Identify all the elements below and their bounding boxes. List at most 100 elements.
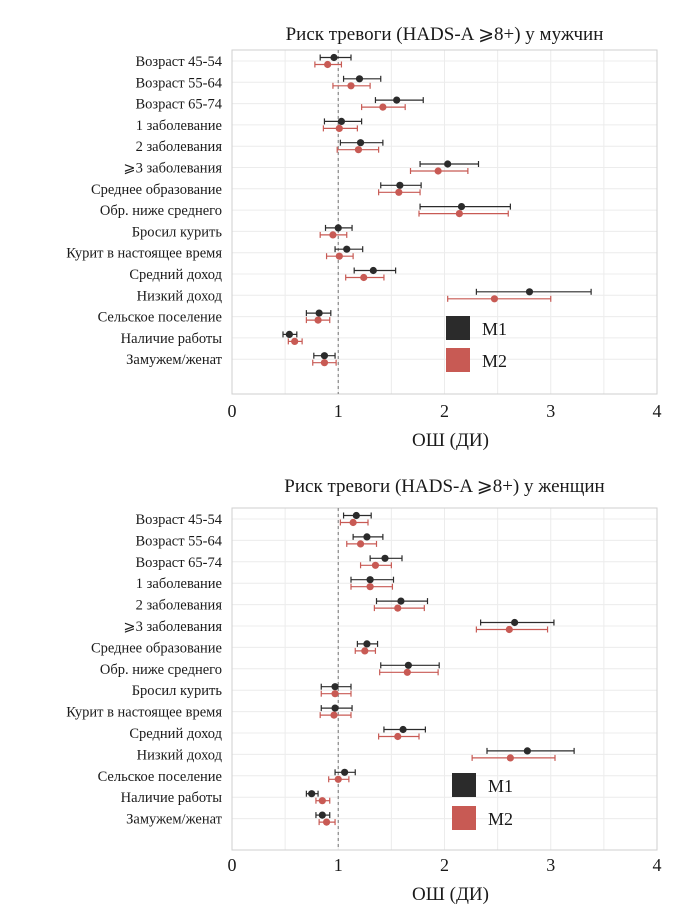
point-estimate xyxy=(444,160,452,168)
point-estimate xyxy=(457,203,466,211)
category-label: Средний доход xyxy=(129,267,222,283)
category-label: Возраст 45-54 xyxy=(135,512,222,528)
legend-swatch xyxy=(452,806,476,830)
gridlines xyxy=(231,508,658,850)
x-tick-label: 2 xyxy=(440,855,449,875)
category-label: Среднее образование xyxy=(91,640,222,656)
point-estimate xyxy=(349,518,357,527)
point-estimate xyxy=(397,597,405,605)
category-label: Сельское поселение xyxy=(98,769,222,785)
category-label: Курит в настоящее время xyxy=(66,246,222,262)
point-estimate xyxy=(511,618,519,627)
category-label: Бросил курить xyxy=(132,224,223,240)
point-estimate xyxy=(318,811,326,819)
point-estimate xyxy=(318,797,326,805)
series-2 xyxy=(315,518,556,826)
forest-plot-women: Риск тревоги (HADS-A ⩾8+) у женщин Возрас… xyxy=(66,476,661,905)
category-label: 2 заболевания xyxy=(136,598,223,614)
point-estimate xyxy=(396,181,404,189)
category-label: Наличие работы xyxy=(121,790,223,806)
point-estimate xyxy=(394,732,402,741)
category-label: Наличие работы xyxy=(121,331,223,347)
series-1 xyxy=(305,511,575,819)
category-label: Бросил курить xyxy=(132,683,223,699)
point-estimate xyxy=(506,754,514,762)
x-tick-label: 4 xyxy=(653,855,662,875)
point-estimate xyxy=(331,683,339,691)
category-label: 1 заболевание xyxy=(136,576,222,592)
category-label: Замужем/женат xyxy=(126,352,222,368)
point-estimate xyxy=(505,625,513,634)
point-estimate xyxy=(347,82,355,90)
point-estimate xyxy=(379,103,387,111)
chart-title: Риск тревоги (HADS-A ⩾8+) у мужчин xyxy=(286,24,604,45)
point-estimate xyxy=(329,231,337,239)
point-estimate xyxy=(525,288,534,296)
point-estimate xyxy=(352,511,360,520)
category-label: Обр. ниже среднего xyxy=(100,662,222,678)
chart-title: Риск тревоги (HADS-A ⩾8+) у женщин xyxy=(284,476,604,497)
category-label: Возраст 65-74 xyxy=(135,97,222,113)
category-label: Замужем/женат xyxy=(126,812,222,828)
category-label: Обр. ниже среднего xyxy=(100,203,222,219)
legend: М1 М2 xyxy=(452,773,513,830)
category-label: ⩾3 заболевания xyxy=(123,161,222,177)
category-label: Возраст 65-74 xyxy=(135,555,222,571)
point-estimate xyxy=(331,704,339,712)
x-tick-label: 1 xyxy=(334,401,343,421)
category-label: Возраст 55-64 xyxy=(135,533,222,549)
point-estimate xyxy=(366,576,374,584)
point-estimate xyxy=(361,647,369,655)
category-label: Возраст 55-64 xyxy=(135,75,222,91)
point-estimate xyxy=(395,188,403,196)
point-estimate xyxy=(356,139,365,147)
point-estimate xyxy=(320,352,329,360)
point-estimate xyxy=(291,337,299,345)
point-estimate xyxy=(308,790,316,798)
legend-label: М1 xyxy=(482,319,507,339)
category-label: Низкий доход xyxy=(137,288,223,304)
x-tick-label: 3 xyxy=(546,401,555,421)
x-tick-label: 0 xyxy=(228,401,237,421)
point-estimate xyxy=(330,53,338,62)
legend-swatch xyxy=(446,316,470,340)
x-tick-label: 3 xyxy=(546,855,555,875)
point-estimate xyxy=(355,75,364,83)
point-estimate xyxy=(363,533,371,541)
point-estimate xyxy=(369,266,377,275)
point-estimate xyxy=(360,273,368,282)
point-estimate xyxy=(330,711,338,719)
point-estimate xyxy=(320,359,329,367)
point-estimate xyxy=(335,124,343,132)
point-estimate xyxy=(335,252,343,260)
legend-label: М1 xyxy=(488,776,513,796)
category-label: ⩾3 заболевания xyxy=(123,619,222,635)
point-estimate xyxy=(366,583,374,591)
point-estimate xyxy=(334,775,342,783)
point-estimate xyxy=(343,245,351,253)
x-axis-label: ОШ (ДИ) xyxy=(412,884,489,905)
point-estimate xyxy=(322,818,331,826)
point-estimate xyxy=(455,210,463,218)
x-tick-label: 2 xyxy=(440,401,449,421)
category-label: Средний доход xyxy=(129,726,222,742)
point-estimate xyxy=(399,725,407,734)
point-estimate xyxy=(285,330,293,338)
point-estimate xyxy=(314,316,322,324)
point-estimate xyxy=(341,768,349,776)
legend: М1 М2 xyxy=(446,316,507,372)
point-estimate xyxy=(331,690,339,698)
point-estimate xyxy=(490,295,499,303)
legend-swatch xyxy=(446,348,470,372)
point-estimate xyxy=(337,117,346,125)
legend-swatch xyxy=(452,773,476,797)
x-axis-label: ОШ (ДИ) xyxy=(412,430,489,451)
point-estimate xyxy=(404,661,412,669)
category-label: Курит в настоящее время xyxy=(66,705,222,721)
category-label: Возраст 45-54 xyxy=(135,54,222,70)
legend-label: М2 xyxy=(482,351,507,371)
series-2 xyxy=(287,60,552,367)
point-estimate xyxy=(334,224,342,232)
point-estimate xyxy=(393,96,401,104)
